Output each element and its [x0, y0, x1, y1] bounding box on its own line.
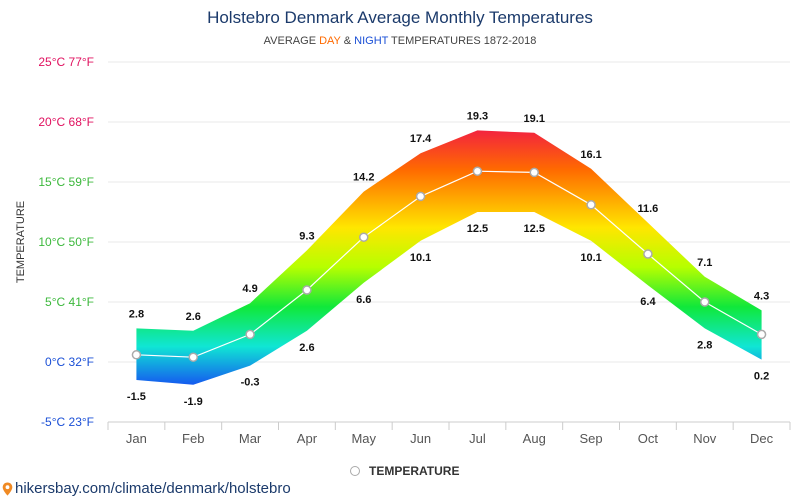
y-tick-label: 25°C 77°F — [38, 55, 94, 69]
y-axis-label: TEMPERATURE — [15, 201, 27, 283]
night-value-label: 10.1 — [410, 252, 431, 264]
subtitle-suffix: TEMPERATURES 1872-2018 — [388, 35, 537, 47]
average-temperature-point — [188, 352, 198, 362]
chart-title: Holstebro Denmark Average Monthly Temper… — [207, 8, 593, 27]
subtitle-day: DAY — [319, 35, 341, 47]
x-tick-label: Oct — [638, 431, 659, 446]
x-tick-label: May — [351, 431, 376, 446]
legend-label: TEMPERATURE — [369, 464, 460, 478]
x-tick-label: Jul — [469, 431, 486, 446]
night-value-label: 0.2 — [754, 371, 769, 383]
average-temperature-point — [359, 232, 369, 242]
y-tick-label: 20°C 68°F — [38, 115, 94, 129]
x-tick-label: Mar — [239, 431, 262, 446]
average-temperature-point — [472, 166, 483, 176]
average-temperature-point — [415, 191, 426, 202]
x-tick-label: Nov — [693, 431, 717, 446]
night-value-label: -1.9 — [184, 396, 203, 408]
source-link[interactable]: hikersbay.com/climate/denmark/holstebro — [2, 480, 291, 497]
x-tick-label: Aug — [523, 431, 546, 446]
day-value-label: 2.8 — [129, 308, 144, 320]
average-temperature-point — [131, 350, 142, 360]
day-value-label: 17.4 — [410, 133, 432, 145]
y-tick-label: 10°C 50°F — [38, 235, 94, 249]
x-tick-label: Jun — [410, 431, 431, 446]
y-tick-label: 5°C 41°F — [45, 295, 94, 309]
day-value-label: 14.2 — [353, 172, 374, 184]
legend[interactable]: TEMPERATURE — [350, 464, 459, 478]
night-value-label: 12.5 — [524, 223, 545, 235]
night-value-label: 6.6 — [356, 294, 371, 306]
average-temperature-point — [756, 329, 767, 340]
average-temperature-point — [245, 329, 255, 340]
day-night-band — [136, 130, 762, 385]
night-value-label: 10.1 — [580, 252, 601, 264]
average-temperature-point — [302, 285, 312, 295]
average-temperature-point — [643, 249, 653, 259]
y-tick-label: -5°C 23°F — [41, 415, 94, 429]
day-value-label: 4.9 — [242, 283, 257, 295]
day-value-label: 2.6 — [186, 311, 201, 323]
x-tick-label: Feb — [182, 431, 204, 446]
subtitle-night: NIGHT — [354, 35, 389, 47]
y-tick-label: 15°C 59°F — [38, 175, 94, 189]
day-value-label: 9.3 — [299, 230, 314, 242]
chart-subtitle: AVERAGE DAY & NIGHT TEMPERATURES 1872-20… — [0, 35, 800, 47]
legend-marker-icon — [350, 466, 360, 476]
day-value-label: 11.6 — [638, 203, 659, 215]
day-value-label: 19.3 — [467, 110, 488, 122]
average-temperature-line — [136, 170, 762, 358]
day-value-label: 19.1 — [524, 113, 545, 125]
subtitle-amp: & — [340, 35, 355, 47]
average-temperature-point — [700, 297, 710, 307]
x-tick-label: Sep — [580, 431, 603, 446]
day-value-label: 4.3 — [754, 290, 769, 302]
night-value-label: 2.8 — [697, 339, 712, 351]
y-tick-label: 0°C 32°F — [45, 355, 94, 369]
day-value-label: 7.1 — [697, 257, 712, 269]
map-pin-icon — [2, 482, 13, 495]
night-value-label: 6.4 — [640, 296, 656, 308]
average-temperature-point — [586, 200, 596, 210]
subtitle-prefix: AVERAGE — [263, 35, 320, 47]
night-value-label: 12.5 — [467, 223, 488, 235]
night-value-label: -1.5 — [127, 391, 146, 403]
day-value-label: 16.1 — [580, 149, 601, 161]
x-tick-label: Dec — [750, 431, 774, 446]
night-value-label: 2.6 — [299, 342, 314, 354]
x-tick-label: Jan — [126, 431, 147, 446]
night-value-label: -0.3 — [241, 377, 260, 389]
x-tick-label: Apr — [297, 431, 318, 446]
average-temperature-point — [529, 167, 539, 178]
source-text: hikersbay.com/climate/denmark/holstebro — [15, 480, 291, 497]
